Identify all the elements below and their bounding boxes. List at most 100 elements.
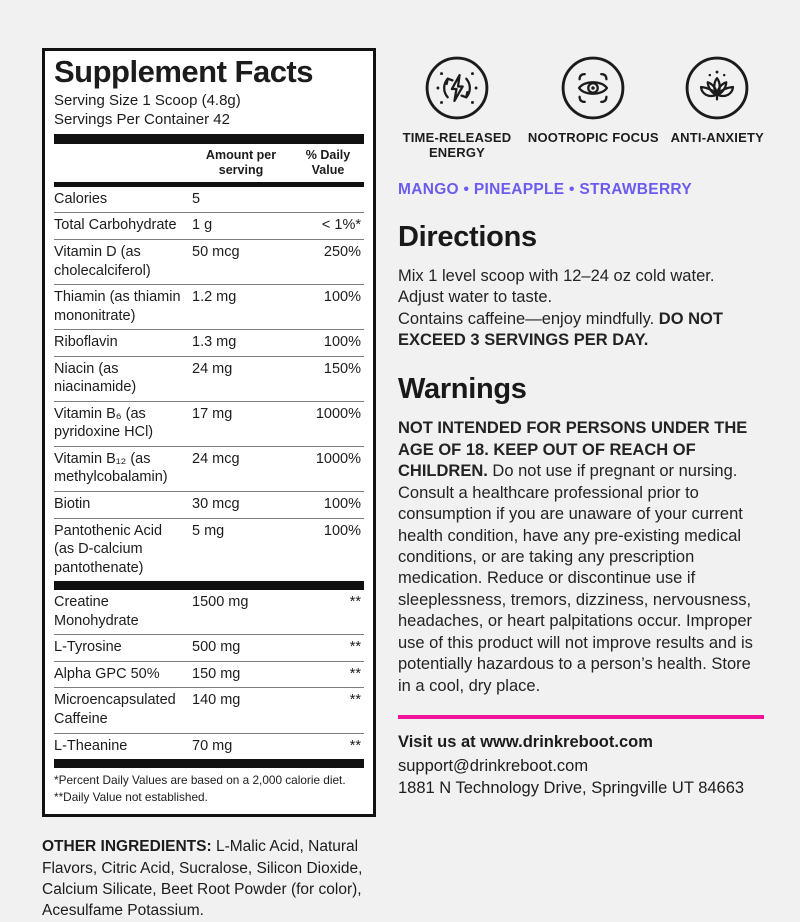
nutrient-amount: 140 mg <box>192 692 241 709</box>
nutrient-amount: 30 mcg <box>192 496 240 513</box>
nutrient-amount: 150 mg <box>192 665 241 682</box>
nutrient-dv: ** <box>349 639 361 656</box>
nutrient-row: Vitamin D (as cholecalciferol) 50 mcg 250% <box>54 239 364 284</box>
benefit-anti-anxiety: ANTI-ANXIETY <box>671 55 764 145</box>
address-line: 1881 N Technology Drive, Springville UT … <box>398 778 745 797</box>
header-percent-daily-value: % Daily Value <box>305 147 351 177</box>
warnings-text: NOT INTENDED FOR PERSONS UNDER THE AGE O… <box>398 418 764 697</box>
footnote-daily-values: *Percent Daily Values are based on a 2,0… <box>54 773 346 788</box>
divider-bar-bottom <box>54 759 364 769</box>
nutrient-dv: 1000% <box>315 405 361 422</box>
directions-line3: Contains caffeine—enjoy mindfully. <box>398 309 659 328</box>
nutrient-name: Biotin <box>54 496 91 513</box>
nutrient-name: Creatine Monohydrate <box>54 594 139 629</box>
nutrient-row: Vitamin B₆ (as pyridoxine HCl) 17 mg 1000% <box>54 400 364 446</box>
directions-line2: Adjust water to taste. <box>398 288 553 307</box>
nutrient-dv <box>292 190 364 209</box>
servings-per-container: Servings Per Container 42 <box>54 110 230 128</box>
benefit-label: TIME-RELEASED ENERGY <box>402 130 512 161</box>
serving-size: Serving Size 1 Scoop (4.8g) <box>54 91 241 109</box>
divider-bar-mid <box>54 581 364 591</box>
anti-anxiety-icon <box>684 55 750 121</box>
vitamins-rows: Calories 5 Total Carbohydrate 1 g < 1%* Vitam… <box>54 187 364 581</box>
other-ingredients-label: OTHER INGREDIENTS: <box>42 838 212 856</box>
nutrient-name: Niacin (as niacinamide) <box>54 360 137 396</box>
nutrient-row: L-Theanine 70 mg ** <box>54 732 364 760</box>
website-line: Visit us at www.drinkreboot.com <box>398 733 653 752</box>
nutrient-row: Creatine Monohydrate 1500 mg ** <box>54 590 364 634</box>
nutrient-name: Vitamin B₆ (as pyridoxine HCl) <box>54 405 154 441</box>
footnotes: *Percent Daily Values are based on a 2,0… <box>54 768 364 806</box>
nutrient-amount: 24 mg <box>192 360 233 377</box>
nutrient-dv: ** <box>349 692 361 709</box>
supplement-facts-panel: Supplement Facts Serving Size 1 Scoop (4… <box>42 48 376 818</box>
support-email: support@drinkreboot.com <box>398 757 589 776</box>
flavor-list: MANGO • PINEAPPLE • STRAWBERRY <box>398 180 692 198</box>
nutrient-name: Calories <box>54 190 108 207</box>
time-released-energy-icon <box>424 55 490 121</box>
divider-bar-thick <box>54 133 364 144</box>
nutrient-dv: ** <box>349 665 361 682</box>
label-left-column: Supplement Facts Serving Size 1 Scoop (4… <box>42 48 376 922</box>
nutrient-dv: 1000% <box>315 450 361 467</box>
directions-warning-bold: DO NOT EXCEED 3 SERVINGS PER DAY. <box>398 309 723 349</box>
directions-text: Mix 1 level scoop with 12–24 oz cold wat… <box>398 266 764 352</box>
actives-rows: Creatine Monohydrate 1500 mg ** L-Tyrosine 5… <box>54 590 364 759</box>
pink-divider <box>398 715 764 720</box>
nutrient-amount: 5 <box>192 190 201 207</box>
benefit-label: ANTI-ANXIETY <box>670 130 764 145</box>
nutrient-dv: 150% <box>323 360 361 377</box>
nutrient-name: Microencapsulated Caffeine <box>54 692 176 727</box>
nutrient-dv: 100% <box>323 289 361 306</box>
nutrient-name: Riboflavin <box>54 334 118 351</box>
nutrient-amount: 24 mcg <box>192 450 240 467</box>
nutrient-row: Microencapsulated Caffeine 140 mg ** <box>54 687 364 732</box>
nutrient-row: Total Carbohydrate 1 g < 1%* <box>54 212 364 239</box>
nutrient-name: Total Carbohydrate <box>54 217 177 234</box>
supplement-facts-title: Supplement Facts <box>54 54 314 89</box>
divider-bar-thin <box>54 181 364 187</box>
nutrient-row: Niacin (as niacinamide) 24 mg 150% <box>54 355 364 401</box>
nutrient-name: Vitamin D (as cholecalciferol) <box>54 244 151 279</box>
header-spacer <box>54 148 190 178</box>
nutrient-amount: 1500 mg <box>192 594 249 611</box>
nutrient-name: L-Tyrosine <box>54 639 122 656</box>
contact-block: Visit us at www.drinkreboot.com support@… <box>398 733 764 800</box>
nutrient-name: Alpha GPC 50% <box>54 665 160 682</box>
footnote-not-established: **Daily Value not established. <box>54 790 208 805</box>
benefit-label: NOOTROPIC FOCUS <box>527 130 659 145</box>
warnings-heading: Warnings <box>398 373 527 406</box>
nutrient-name: Vitamin B₁₂ (as methylcobalamin) <box>54 450 168 486</box>
nutrient-name: L-Theanine <box>54 737 128 754</box>
nutrient-amount: 1 g <box>192 217 213 234</box>
nutrient-dv: 250% <box>323 244 361 261</box>
warnings-body: Do not use if pregnant or nursing. Consu… <box>398 462 753 695</box>
nutrient-amount: 50 mcg <box>192 244 240 261</box>
nutrient-amount: 500 mg <box>192 639 241 656</box>
other-ingredients: OTHER INGREDIENTS: L-Malic Acid, Natural… <box>42 836 376 922</box>
nutrient-amount: 17 mg <box>192 405 233 422</box>
nutrient-row: Biotin 30 mcg 100% <box>54 491 364 518</box>
header-amount-per-serving: Amount per serving <box>205 147 277 177</box>
nutrient-dv: 100% <box>323 496 361 513</box>
nutrient-row: L-Tyrosine 500 mg ** <box>54 634 364 661</box>
warnings-bold-lead: NOT INTENDED FOR PERSONS UNDER THE AGE O… <box>398 419 748 481</box>
benefit-nootropic-focus: NOOTROPIC FOCUS <box>528 55 659 145</box>
nutrient-dv: < 1%* <box>321 217 361 234</box>
nutrient-dv: ** <box>349 594 361 611</box>
nutrient-name: Pantothenic Acid (as D-calcium pantothen… <box>54 522 163 576</box>
nutrient-dv: 100% <box>323 334 361 351</box>
nutrient-row: Pantothenic Acid (as D-calcium pantothen… <box>54 517 364 582</box>
directions-line1: Mix 1 level scoop with 12–24 oz cold wat… <box>398 266 715 285</box>
nutrient-dv: ** <box>349 737 361 754</box>
benefit-badges: TIME-RELEASED ENERGY NOOTROPIC FOCUS <box>398 55 764 161</box>
nutrient-dv: 100% <box>323 522 361 539</box>
nutrient-row: Vitamin B₁₂ (as methylcobalamin) 24 mcg 10… <box>54 445 364 491</box>
benefit-time-released-energy: TIME-RELEASED ENERGY <box>398 55 516 161</box>
nutrient-row: Calories 5 <box>54 187 364 213</box>
table-header-row: Amount per serving % Daily Value <box>54 144 364 182</box>
nutrient-row: Alpha GPC 50% 150 mg ** <box>54 660 364 688</box>
nutrient-row: Riboflavin 1.3 mg 100% <box>54 329 364 356</box>
nutrient-row: Thiamin (as thiamin mononitrate) 1.2 mg 10… <box>54 284 364 329</box>
nutrient-amount: 1.3 mg <box>192 334 237 351</box>
